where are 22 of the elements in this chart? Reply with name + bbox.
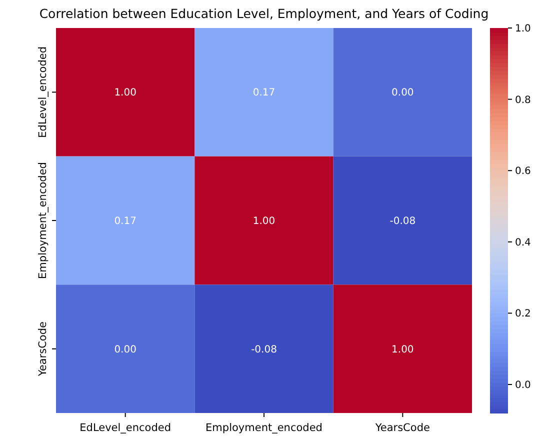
x-tick-label: YearsCode xyxy=(374,422,430,434)
data-label: 0.00 xyxy=(392,88,414,99)
y-tick-label: YearsCode xyxy=(37,322,49,378)
y-tick-label: EdLevel_encoded xyxy=(37,46,49,138)
data-label: -0.08 xyxy=(390,216,416,227)
color-bar-label: 0.4 xyxy=(515,237,531,248)
color-bar-label: 0.0 xyxy=(515,380,531,391)
color-bar-label: 1.0 xyxy=(515,24,531,34)
color-bar-label: 0.8 xyxy=(515,94,531,106)
chart-title: Correlation between Education Level, Employment, and Years of Coding xyxy=(39,6,489,21)
data-label: 1.00 xyxy=(392,344,414,356)
data-label: 1.00 xyxy=(252,216,276,227)
data-label: 0.17 xyxy=(114,216,136,227)
x-tick-label: EdLevel_encoded xyxy=(80,422,172,434)
data-label: -0.08 xyxy=(251,344,277,356)
x-tick-label: Employment_encoded xyxy=(206,422,322,434)
data-label: 1.00 xyxy=(114,88,136,99)
data-label: 0.17 xyxy=(252,88,276,99)
data-label: 0.00 xyxy=(114,344,136,356)
color-bar-label: 0.2 xyxy=(515,308,531,320)
y-tick-label: Employment_encoded xyxy=(37,162,49,279)
color-bar-label: 0.6 xyxy=(515,166,531,178)
